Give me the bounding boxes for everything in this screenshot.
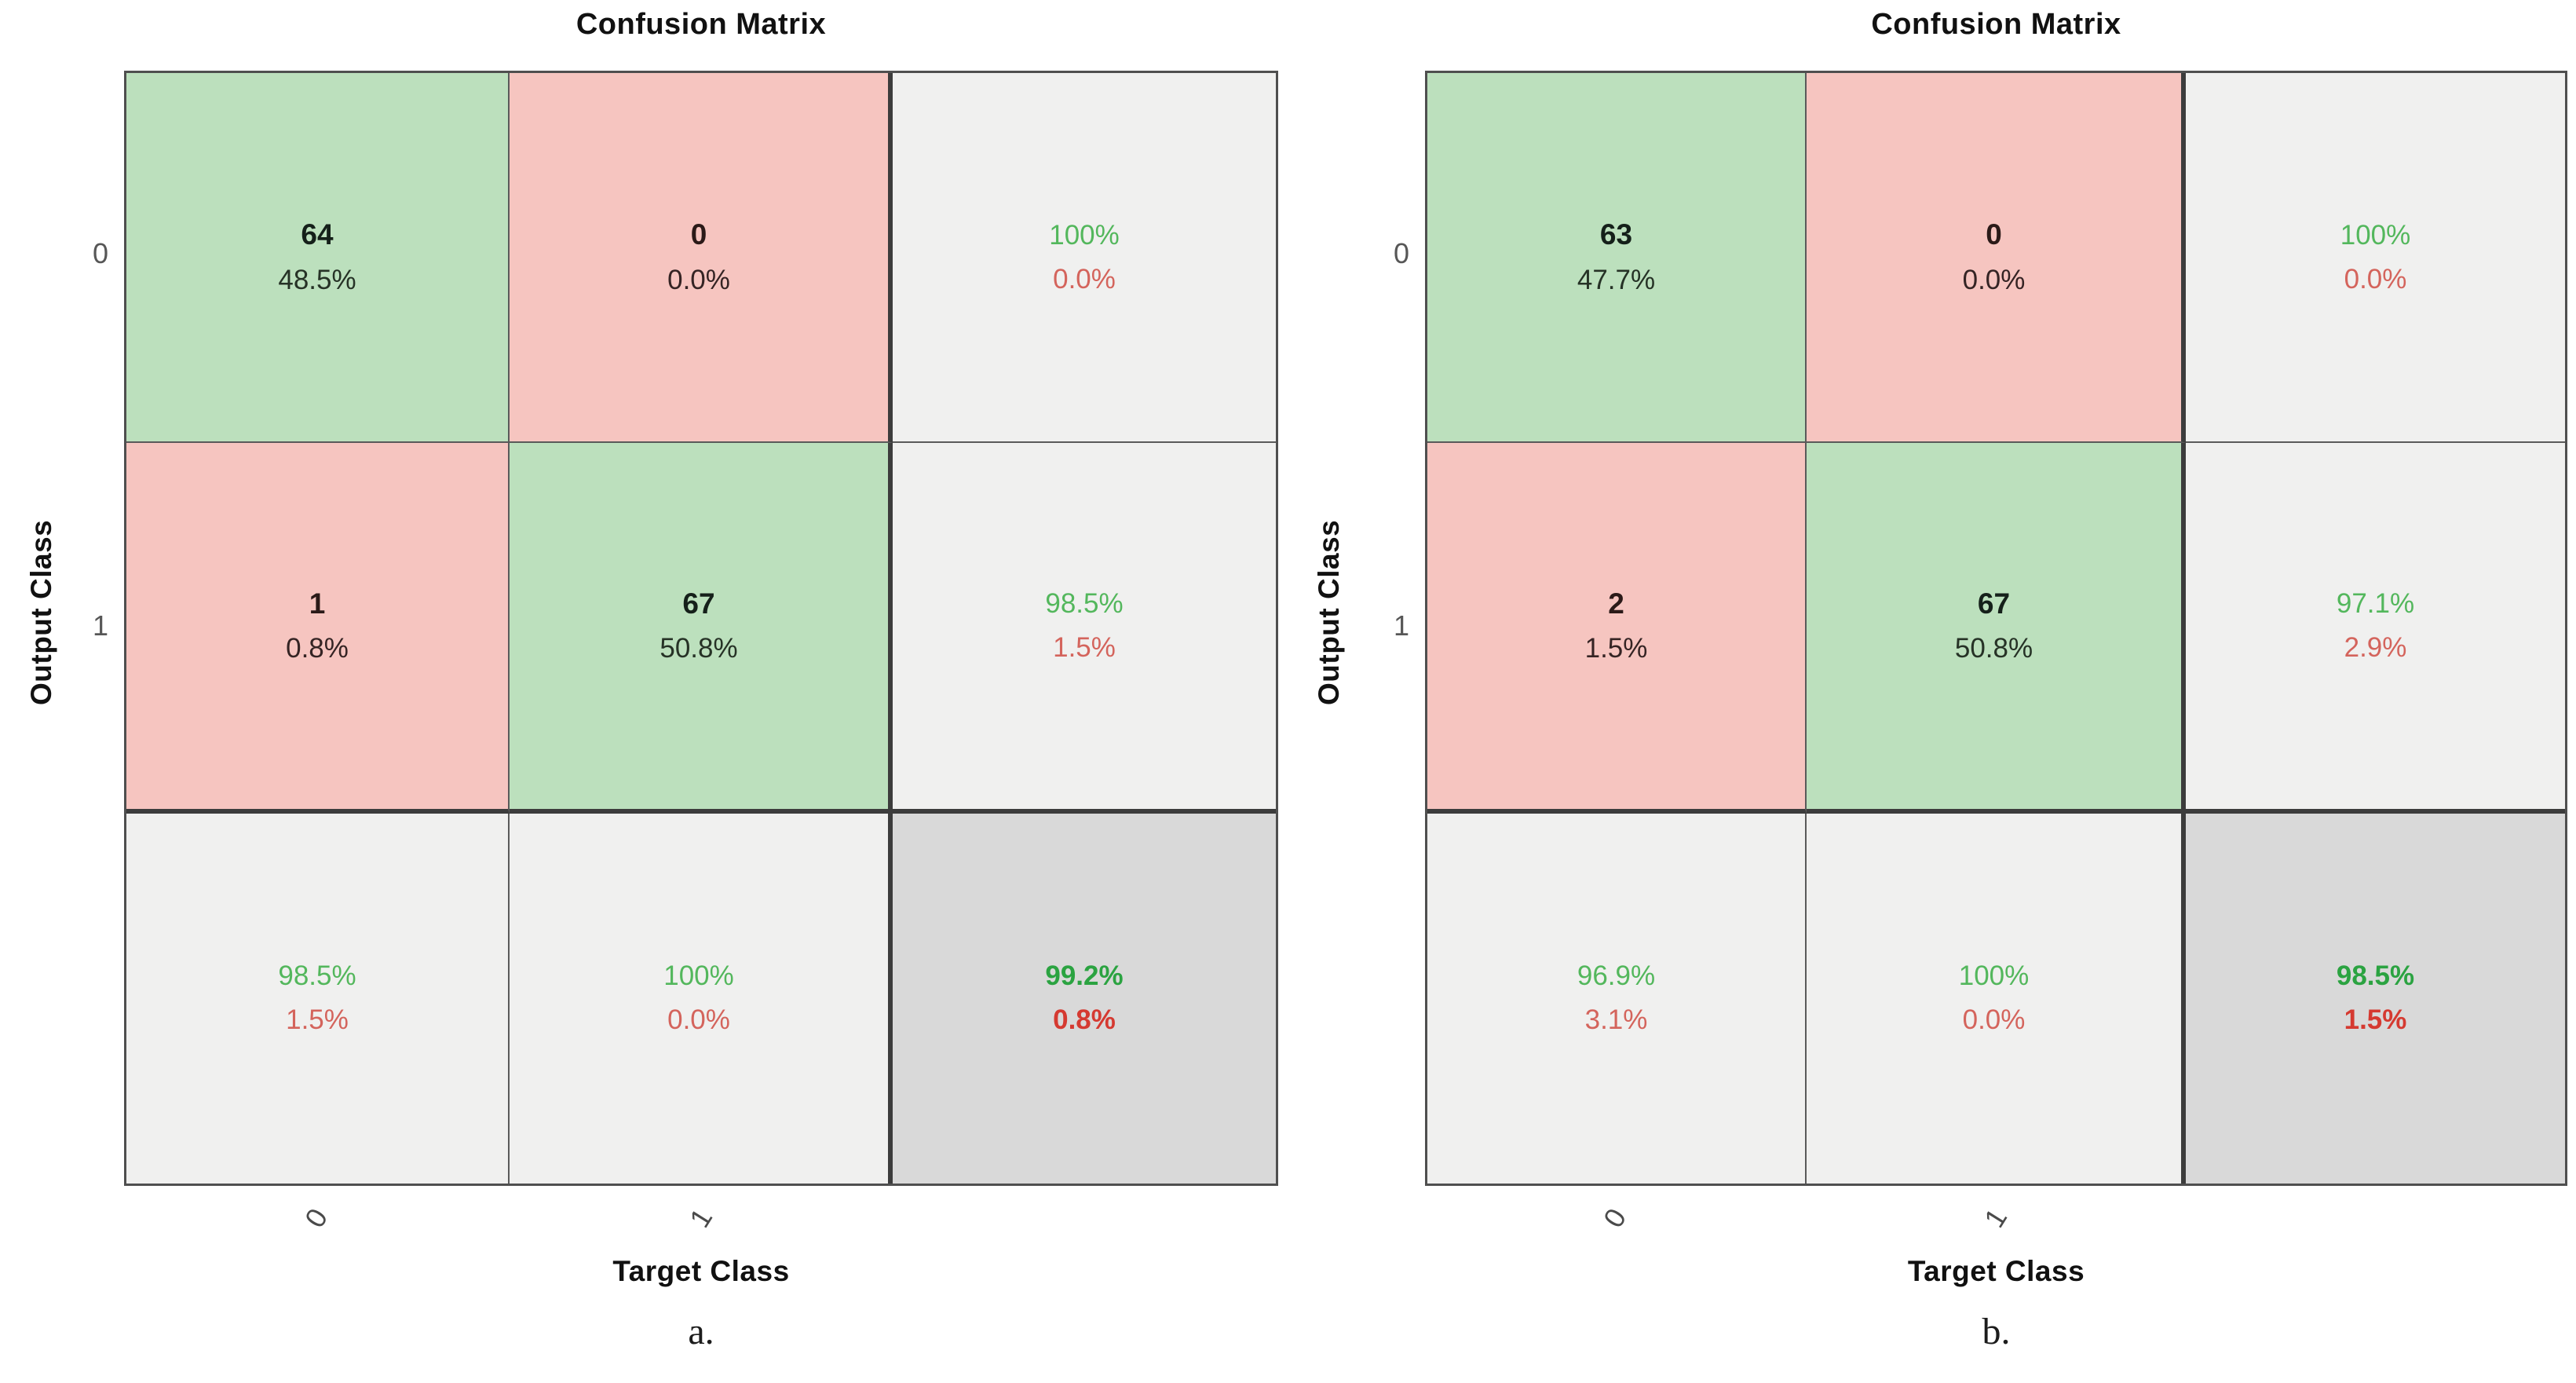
x-tick-class1-a: 1 (682, 1202, 719, 1234)
cell-a-output1-target0: 1 0.8% (126, 443, 510, 814)
cell-a-col0-recall: 98.5% 1.5% (126, 813, 510, 1184)
cell-b-row1-precision: 97.1% 2.9% (2186, 443, 2565, 814)
confusion-grid-b: 63 47.7% 0 0.0% 100% 0.0% 2 1.5% 67 50.8… (1425, 71, 2567, 1186)
cell-percent: 48.5% (278, 264, 356, 295)
y-tick-class0-b: 0 (1393, 237, 1409, 269)
cell-b-overall-accuracy: 98.5% 1.5% (2186, 813, 2565, 1184)
subfigure-caption-a: a. (688, 1311, 714, 1352)
cell-a-row1-precision: 98.5% 1.5% (893, 443, 1276, 814)
summary-positive: 100% (2340, 219, 2411, 251)
confusion-matrix-panel-a: Confusion Matrix Output Class 0 1 64 48.… (25, 8, 1278, 1352)
summary-positive: 98.5% (1045, 587, 1124, 619)
y-tick-class1-a: 1 (92, 609, 108, 642)
cell-b-output0-target0: 63 47.7% (1427, 73, 1807, 444)
cell-count: 67 (682, 587, 715, 620)
summary-positive: 100% (663, 960, 734, 992)
cell-count: 0 (1986, 218, 2002, 251)
cell-b-col1-recall: 100% 0.0% (1807, 813, 2186, 1184)
summary-negative: 0.0% (2344, 263, 2407, 295)
confusion-grid-a: 64 48.5% 0 0.0% 100% 0.0% 1 0.8% 67 50.8… (124, 71, 1278, 1186)
summary-negative: 0.0% (667, 1004, 730, 1036)
total-positive: 99.2% (1045, 960, 1124, 992)
x-tick-class0-a: 0 (298, 1202, 334, 1234)
summary-positive: 98.5% (278, 960, 356, 992)
cell-count: 63 (1599, 218, 1633, 251)
cell-b-col0-recall: 96.9% 3.1% (1427, 813, 1807, 1184)
summary-positive: 100% (1049, 219, 1120, 251)
cell-percent: 0.0% (1962, 264, 2026, 295)
total-negative: 1.5% (2344, 1004, 2407, 1036)
cell-a-overall-accuracy: 99.2% 0.8% (893, 813, 1276, 1184)
cell-percent: 50.8% (1954, 633, 2033, 664)
y-tick-class0-a: 0 (92, 237, 108, 269)
x-tick-class1-b: 1 (1977, 1202, 2014, 1234)
summary-negative: 0.0% (1053, 263, 1116, 295)
summary-negative: 2.9% (2344, 631, 2407, 663)
summary-positive: 97.1% (2336, 587, 2415, 619)
confusion-matrix-panel-b: Confusion Matrix Output Class 0 1 63 47.… (1288, 0, 2576, 1383)
cell-a-col1-recall: 100% 0.0% (510, 813, 893, 1184)
summary-positive: 96.9% (1577, 960, 1656, 992)
x-axis-label-b: Target Class (1907, 1255, 2085, 1287)
summary-negative: 0.0% (1962, 1004, 2026, 1036)
cell-percent: 47.7% (1577, 264, 1656, 295)
summary-positive: 100% (1958, 960, 2030, 992)
cell-count: 64 (301, 218, 334, 251)
cell-b-output0-target1: 0 0.0% (1807, 73, 2186, 444)
cell-count: 0 (690, 218, 707, 251)
cell-percent: 0.8% (286, 633, 349, 664)
cell-count: 67 (1977, 587, 2011, 620)
summary-negative: 1.5% (1053, 631, 1116, 663)
total-negative: 0.8% (1053, 1004, 1116, 1036)
summary-negative: 1.5% (286, 1004, 349, 1036)
cell-percent: 50.8% (660, 633, 738, 664)
cell-percent: 0.0% (667, 264, 730, 295)
cell-count: 2 (1608, 587, 1624, 620)
x-axis-label-a: Target Class (612, 1255, 790, 1287)
cell-a-row0-precision: 100% 0.0% (893, 73, 1276, 444)
x-tick-class0-b: 0 (1596, 1202, 1633, 1234)
cell-percent: 1.5% (1584, 633, 1648, 664)
chart-title-b: Confusion Matrix (1871, 8, 2121, 41)
cell-a-output1-target1: 67 50.8% (510, 443, 893, 814)
cell-a-output0-target0: 64 48.5% (126, 73, 510, 444)
subfigure-caption-b: b. (1982, 1311, 2011, 1352)
cell-count: 1 (309, 587, 326, 620)
cell-a-output0-target1: 0 0.0% (510, 73, 893, 444)
cell-b-row0-precision: 100% 0.0% (2186, 73, 2565, 444)
cell-b-output1-target1: 67 50.8% (1807, 443, 2186, 814)
y-tick-class1-b: 1 (1393, 609, 1409, 642)
cell-b-output1-target0: 2 1.5% (1427, 443, 1807, 814)
summary-negative: 3.1% (1584, 1004, 1648, 1036)
chart-title-a: Confusion Matrix (575, 8, 827, 41)
total-positive: 98.5% (2336, 960, 2415, 992)
